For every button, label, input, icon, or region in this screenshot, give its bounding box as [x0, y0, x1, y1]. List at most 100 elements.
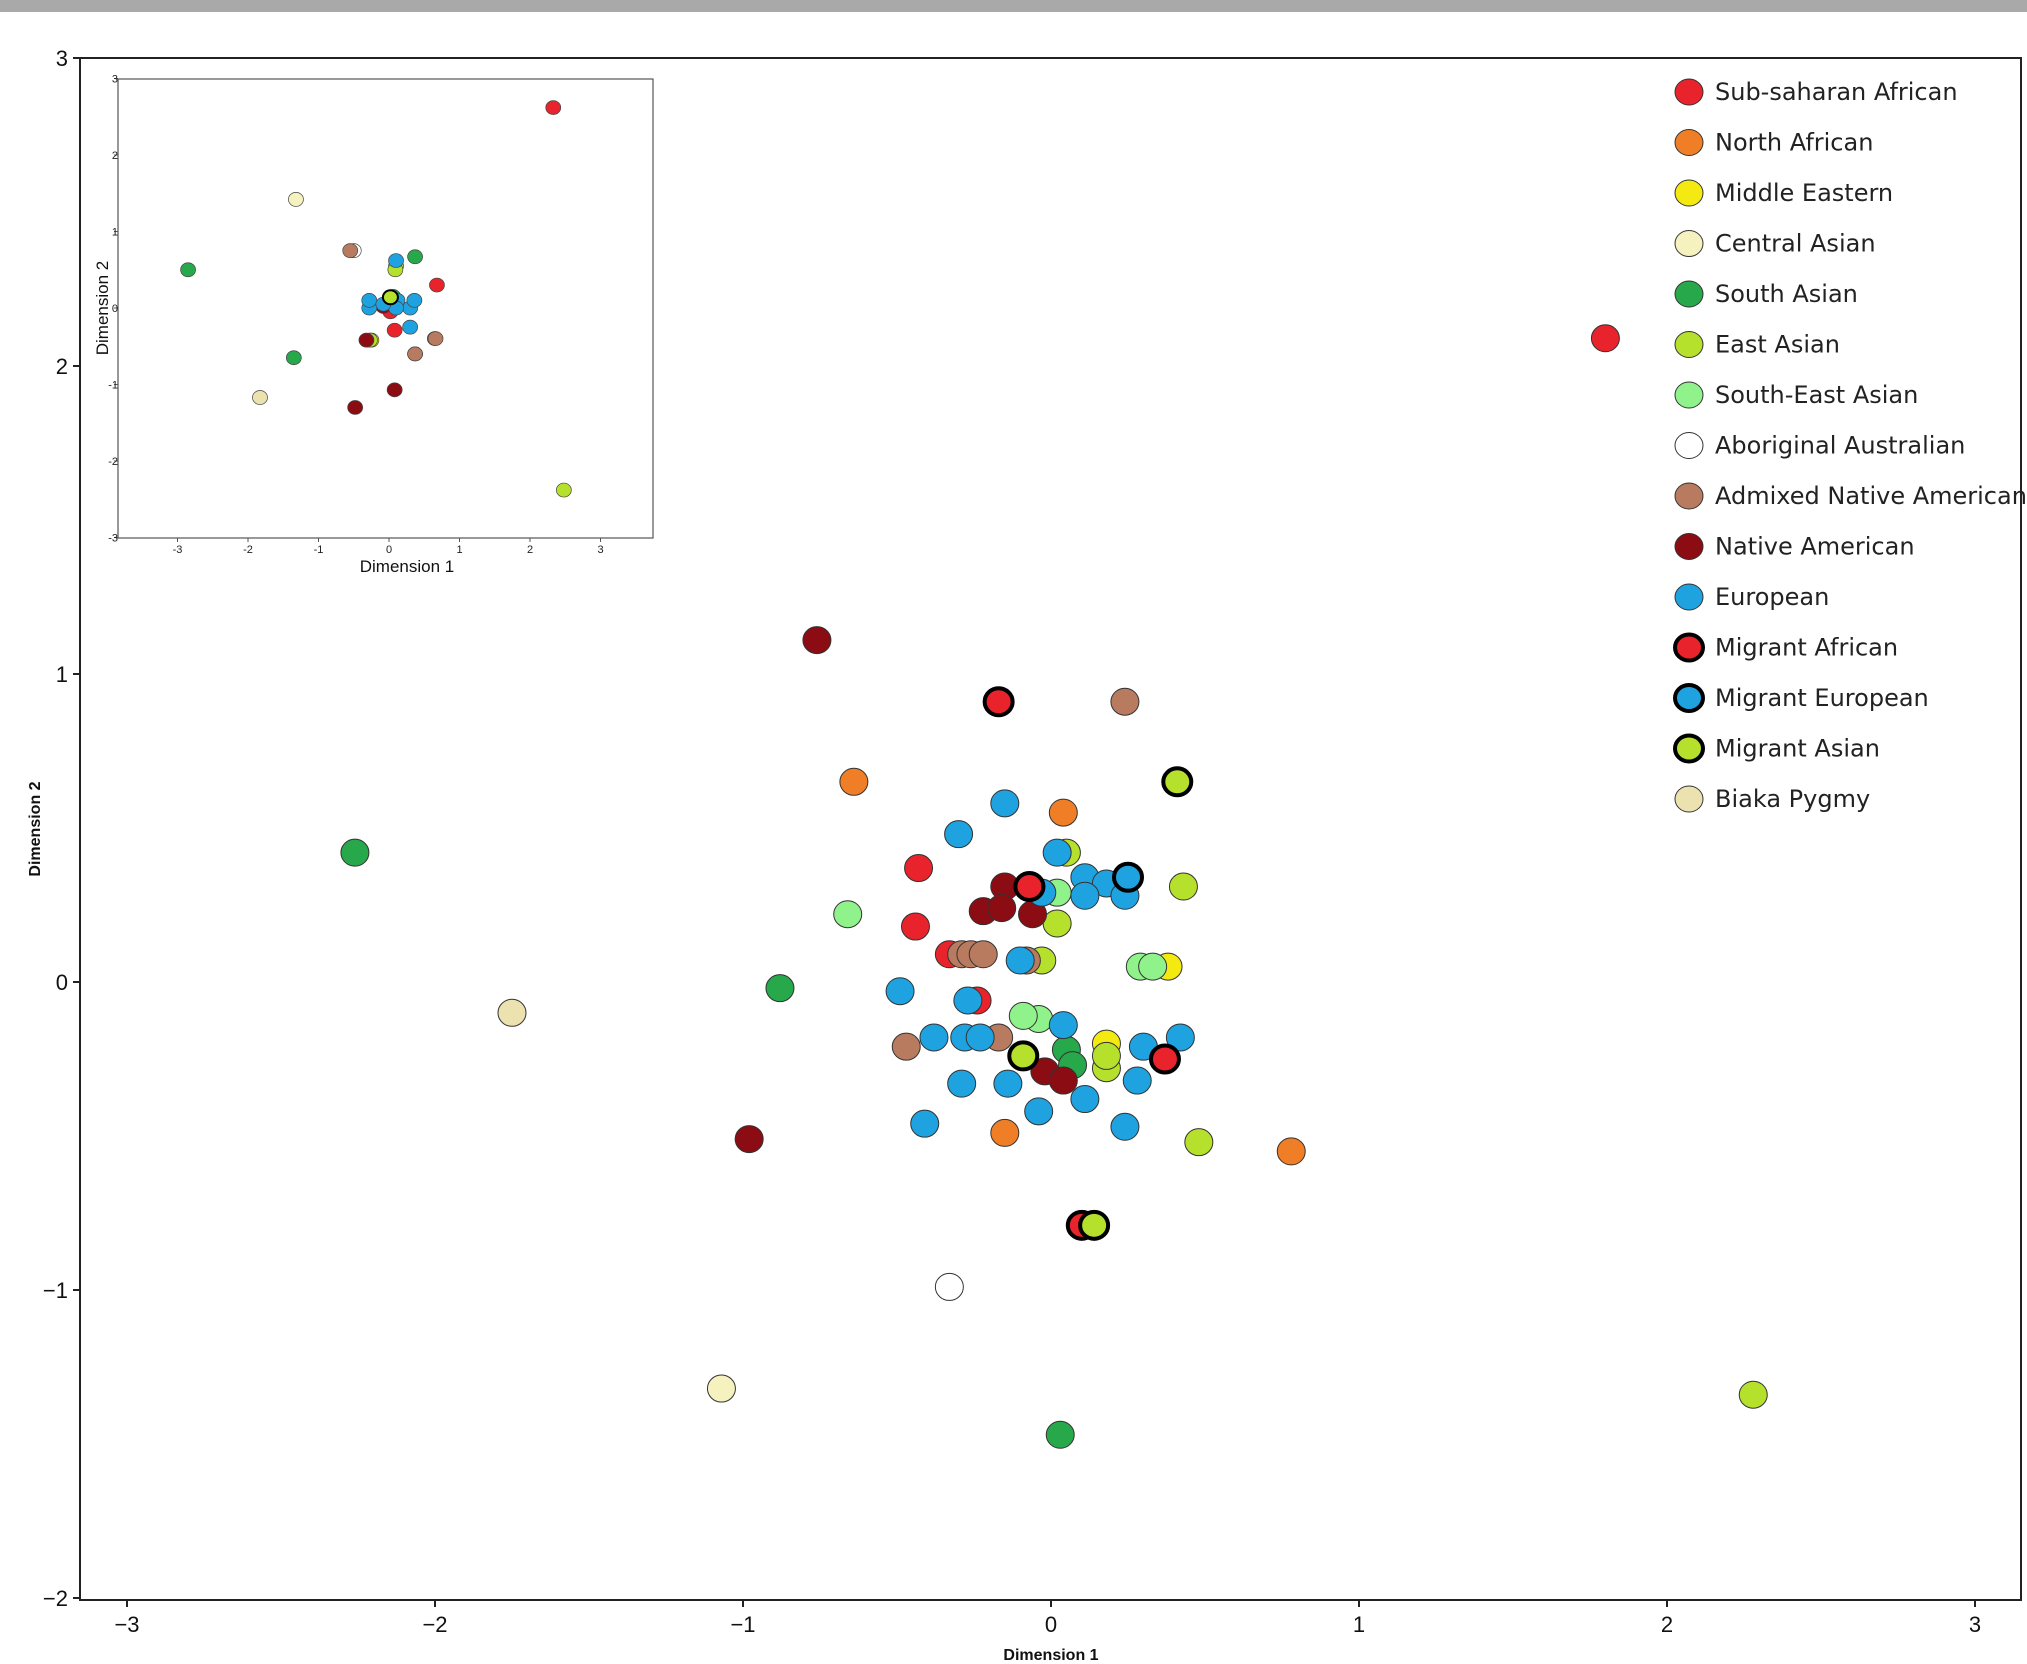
y-tick-label: −2 — [43, 1586, 68, 1611]
legend-marker-european — [1674, 583, 1704, 611]
point-north-african — [1048, 798, 1078, 827]
point-migrant-asian — [1007, 1040, 1040, 1072]
legend: Sub-saharan African North African Middle E… — [1673, 78, 2027, 813]
point-north-african — [839, 767, 869, 796]
point-european — [1005, 946, 1035, 975]
inset-x-tick-label: 2 — [527, 544, 533, 556]
inset-point-central-asian — [288, 192, 304, 207]
inset-point-sub-saharan-african — [429, 277, 445, 293]
point-migrant-asian — [1078, 1209, 1111, 1241]
legend-marker-admixed-native-american — [1674, 482, 1704, 510]
point-east-asian — [1184, 1128, 1214, 1157]
point-european — [910, 1109, 940, 1138]
point-european — [965, 1023, 995, 1052]
inset-point-admixed-native-american — [342, 243, 359, 258]
inset-y-tick-label: -2 — [108, 456, 118, 468]
legend-label: Admixed Native American — [1715, 482, 2027, 510]
main-data-points — [340, 324, 1768, 1449]
main-x-axis-title: Dimension 1 — [1003, 1647, 1098, 1664]
inset-point-admixed-native-american — [427, 331, 444, 346]
inset-point-native-american — [386, 382, 403, 398]
x-tick-label: 2 — [1661, 1612, 1673, 1637]
legend-label: Native American — [1715, 533, 1915, 561]
legend-label: Biaka Pygmy — [1715, 785, 1870, 813]
inset-y-tick-label: -1 — [108, 380, 118, 392]
y-tick-label: −1 — [43, 1278, 68, 1303]
point-sub-saharan-african — [904, 854, 934, 883]
inset-y-tick-label: 3 — [112, 74, 118, 86]
point-north-african — [990, 1118, 1020, 1147]
point-european — [944, 820, 974, 849]
x-tick-label: 3 — [1969, 1612, 1981, 1637]
point-south-east-asian — [1138, 952, 1168, 981]
inset-x-axis-title: Dimension 1 — [360, 557, 455, 576]
legend-marker-sub-saharan-african — [1674, 78, 1704, 106]
inset-point-south-asian — [285, 350, 302, 366]
inset-point-south-asian — [180, 262, 196, 278]
point-south-asian — [340, 838, 370, 867]
point-south-asian — [765, 974, 795, 1003]
x-tick-label: −2 — [422, 1612, 447, 1637]
y-tick-label: 0 — [56, 970, 68, 995]
inset-point-sub-saharan-african — [545, 100, 562, 115]
legend-label: Central Asian — [1715, 230, 1876, 258]
legend-marker-biaka-pygmy — [1674, 785, 1704, 813]
inset-point-european — [361, 293, 378, 308]
point-migrant-african — [1148, 1043, 1181, 1075]
point-european — [993, 1069, 1023, 1098]
x-tick-label: −3 — [114, 1612, 139, 1637]
inset-point-migrant-asian — [381, 289, 399, 306]
point-north-african — [1276, 1137, 1306, 1166]
y-tick-label: 2 — [56, 354, 68, 379]
legend-label: Sub-saharan African — [1715, 78, 1958, 106]
point-admixed-native-american — [1110, 687, 1140, 716]
legend-label: European — [1715, 583, 1829, 611]
legend-label: North African — [1715, 129, 1873, 157]
point-european — [1042, 838, 1072, 867]
legend-marker-migrant-african — [1673, 632, 1705, 663]
inset-point-european — [402, 319, 418, 335]
point-migrant-african — [982, 686, 1015, 718]
inset-point-european — [388, 253, 404, 268]
point-aboriginal-australian — [934, 1272, 964, 1301]
point-east-asian — [1042, 909, 1072, 938]
inset-x-tick-label: 0 — [386, 544, 392, 556]
y-tick-label: 3 — [56, 46, 68, 71]
point-european — [1070, 881, 1100, 910]
legend-marker-aboriginal-australian — [1674, 432, 1704, 459]
point-native-american — [734, 1125, 764, 1154]
point-sub-saharan-african — [1590, 324, 1620, 353]
inset-point-admixed-native-american — [407, 346, 423, 362]
legend-label: Migrant Asian — [1715, 735, 1880, 763]
point-migrant-african — [1013, 871, 1046, 903]
legend-label: Migrant African — [1715, 634, 1898, 662]
point-european — [919, 1023, 949, 1052]
point-central-asian — [706, 1374, 736, 1403]
point-biaka-pygmy — [497, 998, 527, 1027]
legend-marker-north-african — [1674, 129, 1704, 156]
legend-marker-migrant-asian — [1673, 733, 1705, 764]
point-migrant-asian — [1161, 766, 1194, 798]
inset-point-south-asian — [407, 249, 423, 265]
inset-y-tick-label: 1 — [112, 227, 118, 239]
point-sub-saharan-african — [900, 912, 930, 941]
legend-label: South Asian — [1715, 280, 1858, 308]
inset-point-sub-saharan-african — [386, 322, 403, 338]
legend-marker-south-east-asian — [1674, 381, 1704, 409]
point-admixed-native-american — [891, 1032, 921, 1061]
point-east-asian — [1738, 1380, 1768, 1409]
inset-y-tick-label: -3 — [108, 533, 118, 545]
point-european — [990, 789, 1020, 818]
legend-marker-middle-eastern — [1674, 179, 1704, 207]
point-european — [1024, 1097, 1054, 1126]
point-european — [947, 1069, 977, 1098]
inset-x-tick-label: 3 — [597, 544, 603, 556]
x-tick-label: −1 — [730, 1612, 755, 1637]
main-axes: −3 −2 −1 0 1 2 3 −2 −1 0 1 2 3 — [43, 46, 1981, 1637]
point-european — [1122, 1066, 1152, 1095]
y-tick-label: 1 — [56, 662, 68, 687]
point-migrant-european — [1112, 861, 1144, 893]
point-european — [1165, 1023, 1195, 1052]
inset-point-east-asian — [555, 482, 572, 498]
